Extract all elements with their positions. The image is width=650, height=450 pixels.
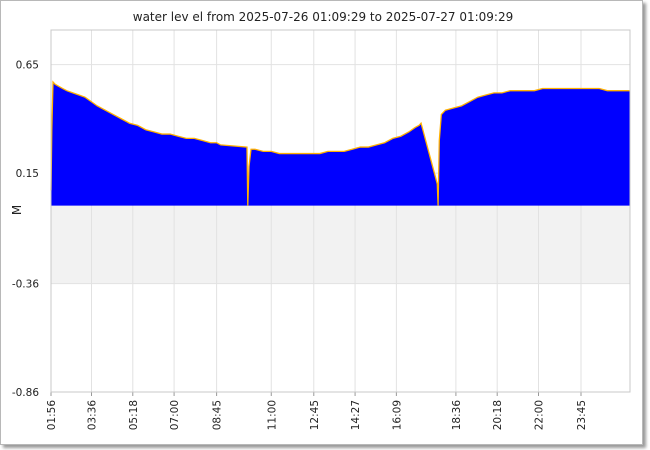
x-tick-label: 12:45 <box>309 400 321 430</box>
y-tick-label: 0.15 <box>16 168 39 180</box>
x-tick-label: 14:27 <box>350 400 362 430</box>
shaded-band <box>51 205 630 284</box>
y-tick-label: 0.65 <box>16 60 39 72</box>
chart-title: water lev el from 2025-07-26 01:09:29 to… <box>133 10 513 24</box>
x-tick-label: 03:36 <box>86 400 98 431</box>
plot-border <box>50 29 631 393</box>
x-tick-label: 01:56 <box>46 400 58 431</box>
x-tick-label: 11:00 <box>266 400 278 430</box>
water-level-chart: water lev el from 2025-07-26 01:09:29 to… <box>10 10 631 431</box>
x-tick-label: 23:45 <box>576 400 588 430</box>
plot-area: 0.65 0.15 -0.36 -0.86 01:56 03:36 05:18 07:00 08… <box>12 29 631 431</box>
x-tick-label: 20:18 <box>492 400 504 430</box>
x-tick-label: 16:09 <box>391 400 403 430</box>
x-tick-label: 07:00 <box>169 400 181 430</box>
chart-frame: water lev el from 2025-07-26 01:09:29 to… <box>0 0 643 445</box>
x-tick-label: 18:36 <box>451 400 463 431</box>
x-tick-label: 05:18 <box>128 400 140 430</box>
x-tick-label: 08:45 <box>212 400 224 430</box>
y-axis-label: M <box>10 205 24 215</box>
y-tick-label: -0.86 <box>12 387 39 399</box>
x-tick-label: 22:00 <box>533 400 545 430</box>
water-level-area <box>51 82 630 206</box>
y-tick-label: -0.36 <box>12 279 39 291</box>
water-level-line <box>50 80 630 206</box>
